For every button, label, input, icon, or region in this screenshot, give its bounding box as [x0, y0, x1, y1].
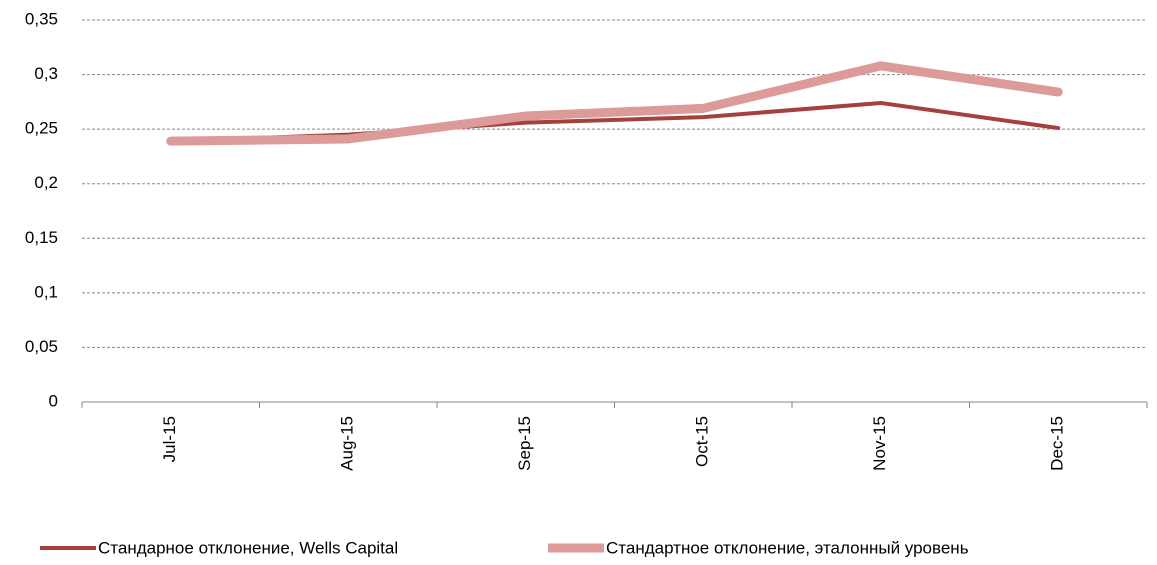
y-tick-label: 0,35 — [25, 9, 58, 28]
x-tick-label: Sep-15 — [515, 416, 534, 471]
y-tick-label: 0,3 — [34, 64, 58, 83]
x-tick-label: Aug-15 — [338, 416, 357, 471]
y-tick-label: 0,1 — [34, 282, 58, 301]
series-line — [166, 61, 1063, 146]
y-tick-label: 0,15 — [25, 228, 58, 247]
legend-label: Стандарное отклонение, Wells Capital — [98, 538, 398, 557]
legend-label: Стандартное отклонение, эталонный уровен… — [606, 538, 969, 557]
x-tick-label: Jul-15 — [160, 416, 179, 462]
x-tick-label: Nov-15 — [870, 416, 889, 471]
y-tick-label: 0,25 — [25, 119, 58, 138]
y-tick-label: 0 — [49, 391, 58, 410]
y-tick-label: 0,2 — [34, 173, 58, 192]
x-tick-label: Dec-15 — [1048, 416, 1067, 471]
y-tick-label: 0,05 — [25, 337, 58, 356]
x-tick-label: Oct-15 — [693, 416, 712, 467]
